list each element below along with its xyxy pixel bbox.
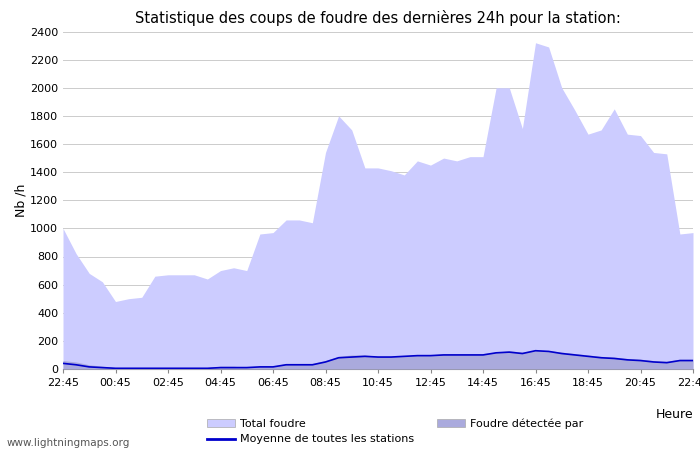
Text: www.lightningmaps.org: www.lightningmaps.org: [7, 438, 130, 448]
Text: Heure: Heure: [655, 408, 693, 421]
Y-axis label: Nb /h: Nb /h: [14, 184, 27, 217]
Title: Statistique des coups de foudre des dernières 24h pour la station:: Statistique des coups de foudre des dern…: [135, 10, 621, 26]
Legend: Total foudre, Moyenne de toutes les stations, Foudre détectée par: Total foudre, Moyenne de toutes les stat…: [207, 418, 583, 445]
